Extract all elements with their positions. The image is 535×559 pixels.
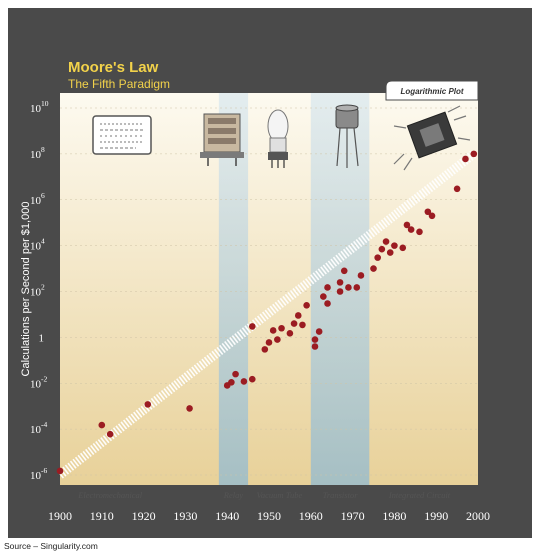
data-point (98, 421, 106, 429)
chart-title: Moore's Law (68, 59, 159, 76)
data-point (106, 430, 114, 438)
vacuum-tube-icon (267, 109, 289, 168)
data-point (240, 378, 248, 385)
x-tick-label: 1920 (132, 509, 156, 523)
data-point (320, 293, 327, 300)
data-point (56, 467, 64, 475)
moores-law-chart: Moore's Law The Fifth Paradigm Logarithm… (20, 59, 490, 523)
paradigm-label: Vacuum Tube (257, 490, 303, 500)
data-point (303, 302, 310, 309)
x-tick-label: 1910 (90, 509, 114, 523)
data-point (345, 284, 352, 291)
data-point (386, 249, 394, 256)
data-point (453, 185, 461, 193)
data-point (324, 284, 331, 291)
paradigm-label: Electromechanical (77, 490, 143, 500)
y-tick-label: 104 (30, 237, 45, 253)
data-point (274, 336, 281, 343)
data-point (278, 324, 285, 332)
data-points (56, 150, 478, 475)
data-point (290, 320, 298, 327)
x-tick-labels: 1900 1910 1920 1930 1940 1950 1960 1970 1980 1990… (48, 509, 490, 523)
data-point (399, 244, 407, 252)
data-point (228, 379, 235, 386)
source-note: Source – Singularity.com (4, 541, 98, 551)
data-point (286, 330, 294, 337)
data-point (144, 401, 152, 408)
data-point (391, 242, 398, 249)
x-tick-label: 1900 (48, 509, 72, 523)
chart-subtitle: The Fifth Paradigm (68, 77, 170, 91)
x-tick-label: 2000 (466, 509, 490, 523)
log-plot-badge-label: Logarithmic Plot (400, 87, 463, 96)
y-tick-label: 10-6 (30, 466, 47, 482)
data-point (248, 375, 256, 383)
y-tick-label: 1010 (30, 99, 49, 115)
trend-band (57, 150, 477, 479)
y-tick-label: 10-2 (30, 374, 47, 390)
x-tick-label: 1990 (424, 509, 448, 523)
data-point (294, 312, 302, 319)
data-point (378, 245, 386, 253)
data-point (407, 226, 415, 233)
data-point (336, 288, 344, 295)
x-tick-label: 1970 (341, 509, 365, 523)
data-point (416, 228, 423, 236)
y-tick-label: 106 (30, 191, 45, 207)
integrated-circuit-icon (393, 105, 471, 171)
data-point (299, 321, 306, 329)
data-point (232, 370, 239, 378)
paradigm-label: Relay (223, 490, 244, 500)
y-tick-label: 1 (39, 332, 45, 344)
chart-frame: Moore's Law The Fifth Paradigm Logarithm… (8, 8, 532, 538)
data-point (424, 208, 432, 216)
transistor-icon (335, 104, 359, 168)
paradigm-band-relay (218, 93, 249, 485)
data-point (382, 238, 390, 245)
x-tick-label: 1930 (173, 509, 197, 523)
y-tick-label: 102 (30, 283, 45, 299)
x-tick-label: 1980 (382, 509, 406, 523)
x-tick-label: 1960 (299, 509, 323, 523)
paradigm-label: Transistor (323, 490, 359, 500)
y-tick-label: 10-4 (30, 420, 47, 436)
paradigm-label: Integrated Circuit (388, 490, 451, 500)
x-tick-label: 1950 (257, 509, 281, 523)
paradigm-labels: Electromechanical Relay Vacuum Tube Transis… (77, 490, 451, 500)
data-point (370, 265, 377, 272)
data-point (324, 300, 331, 307)
trend-line (57, 150, 477, 479)
data-point (248, 323, 256, 330)
y-axis-label: Calculations per Second per $1,000 (20, 202, 32, 377)
relay-icon (200, 113, 244, 166)
y-tick-labels: 10-6 10-4 10-2 1 102 104 106 108 1010 (30, 99, 49, 482)
data-point (428, 212, 436, 220)
data-point (403, 221, 411, 229)
data-point (353, 284, 361, 291)
data-point (261, 346, 269, 353)
data-point (357, 272, 365, 279)
log-plot-badge (385, 80, 479, 101)
data-point (265, 339, 273, 346)
data-point (340, 267, 348, 275)
punch-card-icon (92, 115, 152, 155)
data-point (470, 150, 478, 158)
data-point (315, 328, 323, 335)
y-tick-label: 108 (30, 145, 45, 161)
data-point (336, 279, 344, 286)
data-point (311, 336, 319, 343)
data-point (374, 254, 381, 261)
data-point (269, 327, 277, 334)
data-point (186, 405, 193, 412)
x-tick-label: 1940 (215, 509, 239, 523)
data-point (462, 155, 469, 163)
data-point (311, 343, 319, 350)
